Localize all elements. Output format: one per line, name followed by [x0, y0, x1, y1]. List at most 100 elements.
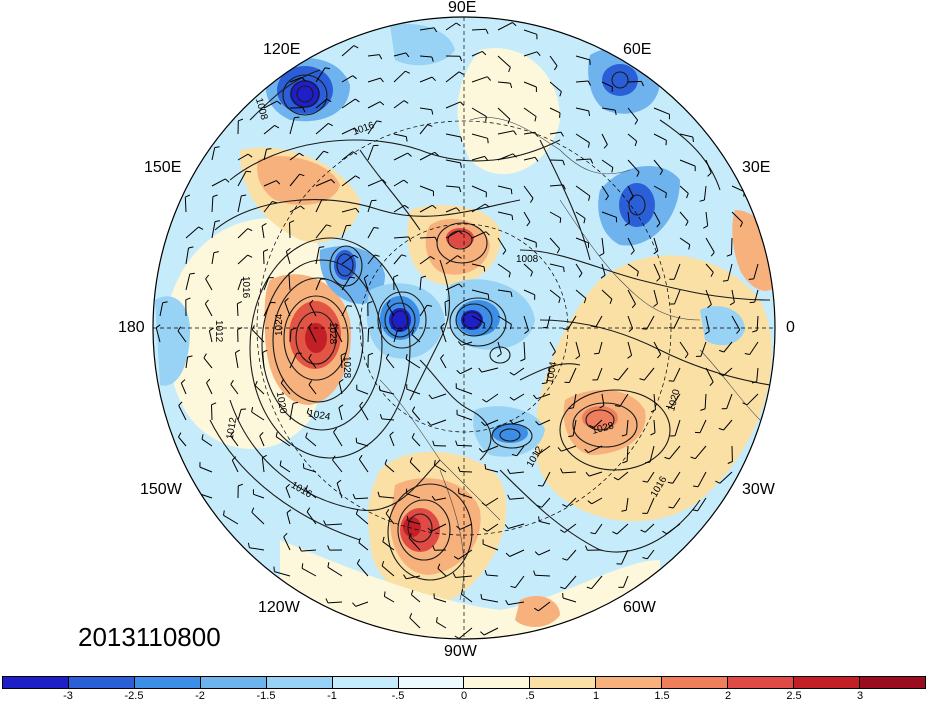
- wind-barb-flag: [457, 341, 462, 346]
- wind-barb-shaft: [263, 149, 267, 161]
- wind-barb-flag: [636, 171, 640, 177]
- contour-label: 1016: [240, 276, 251, 299]
- wind-barb-shaft: [289, 329, 292, 343]
- wind-barb-flag: [639, 378, 645, 381]
- wind-barb-shaft: [601, 263, 606, 276]
- wind-barb-flag: [434, 151, 439, 156]
- wind-barb-flag: [409, 457, 413, 463]
- wind-barb-shaft: [259, 435, 265, 447]
- wind-barb-flag: [279, 460, 282, 466]
- wind-barb-shaft: [325, 523, 343, 526]
- wind-barb-flag: [355, 98, 360, 103]
- wind-barb-flag: [455, 207, 461, 212]
- wind-barb-shaft: [405, 358, 421, 369]
- isobar-ring: [455, 303, 493, 337]
- wind-barb-shaft: [575, 133, 590, 144]
- coastline: [699, 349, 761, 421]
- wind-barb-flag: [431, 109, 434, 115]
- wind-barb-flag: [478, 448, 484, 453]
- wind-barb-shaft: [471, 315, 485, 324]
- lon-label-90e: 90E: [448, 0, 477, 16]
- wind-barb-shaft: [261, 225, 265, 239]
- wind-barb-flag: [237, 301, 243, 305]
- wind-barb-shaft: [538, 445, 551, 455]
- wind-barb-shaft: [406, 493, 421, 499]
- isobar-line: [249, 69, 321, 121]
- wind-barb-flag: [590, 158, 594, 164]
- wind-barb-shaft: [674, 419, 681, 436]
- wind-barb-shaft: [445, 133, 461, 138]
- wind-barb-shaft: [231, 460, 239, 473]
- wind-barb-shaft: [484, 419, 499, 426]
- wind-barb-shaft: [393, 254, 402, 265]
- wind-barb-flag: [428, 394, 433, 400]
- wind-barb-flag: [340, 352, 346, 356]
- wind-barb-flag: [482, 528, 488, 532]
- wind-barb-shaft: [363, 277, 369, 291]
- wind-barb-flag: [254, 380, 258, 386]
- wind-barb-flag: [384, 459, 388, 465]
- wind-barb-flag: [409, 613, 413, 618]
- wind-barb-flag: [455, 440, 458, 446]
- wind-barb-flag: [251, 325, 255, 331]
- wind-barb-shaft: [459, 523, 473, 530]
- wind-barb-shaft: [627, 107, 638, 121]
- colorbar-swatch: [728, 677, 795, 688]
- wind-barb-shaft: [289, 205, 301, 213]
- wind-barb-flag: [722, 280, 728, 282]
- wind-barb-shaft: [262, 352, 265, 369]
- wind-barb-flag: [481, 51, 487, 56]
- wind-barb-flag: [305, 432, 308, 438]
- wind-barb-flag: [634, 119, 639, 125]
- wind-barb-flag: [155, 324, 161, 329]
- wind-barb-shaft: [549, 289, 561, 299]
- wind-barb-shaft: [523, 81, 537, 88]
- wind-barb-flag: [587, 80, 591, 86]
- wind-barb-shaft: [338, 382, 343, 395]
- colorbar-swatch: [398, 677, 465, 688]
- wind-barb-flag: [568, 435, 574, 438]
- wind-barb-flag: [421, 275, 427, 278]
- wind-barb-flag: [328, 122, 333, 127]
- wind-barb-flag: [707, 304, 712, 309]
- wind-barb-shaft: [356, 563, 369, 577]
- isobar-ring: [377, 291, 427, 349]
- wind-barb-shaft: [471, 263, 485, 268]
- wind-barb-flag: [497, 353, 502, 358]
- wind-barb-flag: [299, 173, 305, 177]
- wind-barb-shaft: [575, 341, 581, 357]
- contour-label: 1020: [274, 391, 289, 415]
- wind-barb-flag: [653, 250, 659, 255]
- wind-barb-shaft: [285, 251, 291, 265]
- wind-barb-flag: [562, 184, 566, 190]
- wind-barb-flag: [187, 355, 193, 358]
- isobar-line: [419, 359, 492, 461]
- wind-barb-shaft: [263, 302, 272, 317]
- wind-barb-flag: [325, 598, 329, 604]
- contour-label: 1028: [341, 356, 352, 379]
- wind-barb-shaft: [705, 159, 712, 174]
- wind-barb-flag: [710, 251, 715, 257]
- wind-barb-shaft: [627, 315, 634, 329]
- wind-barb-shaft: [719, 471, 733, 484]
- wind-barb-flag: [293, 401, 299, 404]
- wind-barb-flag: [600, 274, 606, 279]
- wind-barb-flag: [621, 434, 627, 437]
- wind-barb-shaft: [549, 131, 562, 135]
- wind-barb-shaft: [419, 185, 434, 192]
- wind-barb-flag: [534, 116, 537, 122]
- wind-barb-shaft: [306, 511, 317, 525]
- wind-barb-flag: [454, 635, 460, 639]
- wind-barb-shaft: [305, 437, 317, 447]
- lon-label-150w: 150W: [140, 481, 182, 498]
- wind-barb-shaft: [471, 28, 487, 31]
- wind-barb-flag: [562, 160, 565, 166]
- wind-barb-flag: [459, 101, 465, 106]
- wind-barb-shaft: [588, 445, 603, 454]
- wind-barb-shaft: [697, 471, 707, 487]
- wind-barb-shaft: [471, 76, 488, 83]
- wind-barb-shaft: [315, 179, 332, 187]
- isobar-ring: [336, 253, 354, 277]
- wind-barb-shaft: [672, 497, 681, 509]
- wind-barb-shaft: [653, 341, 662, 355]
